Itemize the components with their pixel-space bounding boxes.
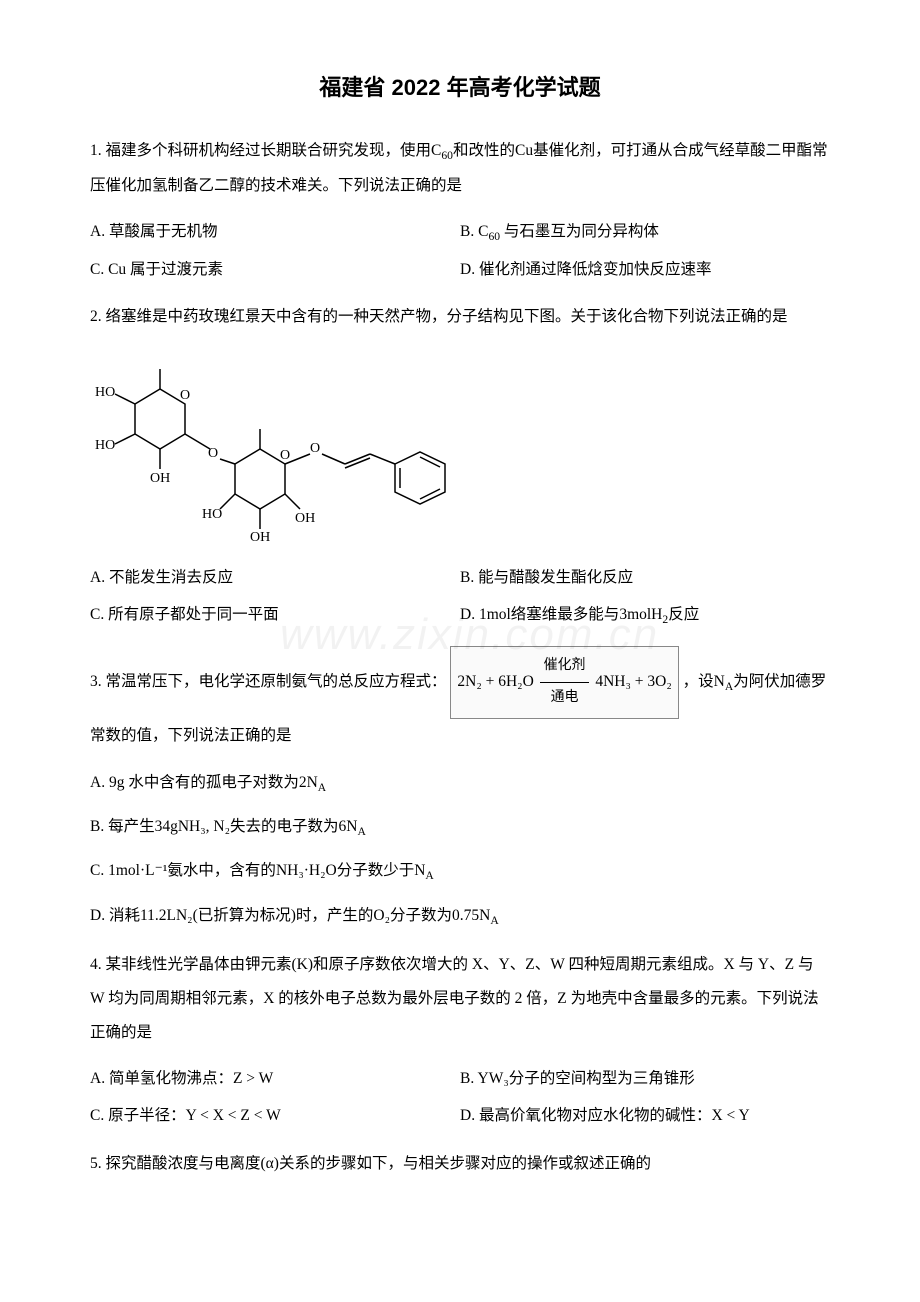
q2-opt-c: C. 所有原子都处于同一平面 xyxy=(90,596,460,634)
q2-options: A. 不能发生消去反应 B. 能与醋酸发生酯化反应 C. 所有原子都处于同一平面… xyxy=(90,559,830,634)
mol-ho3: HO xyxy=(202,507,222,522)
q5-stem-b: 关系的步骤如下，与相关步骤对应的操作或叙述正确的 xyxy=(279,1155,651,1172)
mol-oh3: OH xyxy=(295,511,315,526)
question-2: 2. 络塞维是中药玫瑰红景天中含有的一种天然产物，分子结构见下图。关于该化合物下… xyxy=(90,300,830,334)
mol-o-ring: O xyxy=(280,448,290,463)
question-4: 4. 某非线性光学晶体由钾元素(K)和原子序数依次增大的 X、Y、Z、W 四种短… xyxy=(90,948,830,1050)
q2-opt-d: D. 1mol络塞维最多能与3molH2反应 xyxy=(460,596,830,634)
q1-stem-a: 1. 福建多个科研机构经过长期联合研究发现，使用 xyxy=(90,142,431,159)
q1-options: A. 草酸属于无机物 B. C60 与石墨互为同分异构体 C. Cu 属于过渡元… xyxy=(90,213,830,288)
q1-opt-d: D. 催化剂通过降低焓变加快反应速率 xyxy=(460,251,830,288)
q1-opt-b: B. C60 与石墨互为同分异构体 xyxy=(460,213,830,251)
q1-c60: C60 xyxy=(431,142,453,159)
page-title: 福建省 2022 年高考化学试题 xyxy=(90,70,830,102)
question-3: 3. 常温常压下，电化学还原制氨气的总反应方程式： 2N₂ + 6H₂O 催化剂… xyxy=(90,646,830,752)
q3-stem-a: 3. 常温常压下，电化学还原制氨气的总反应方程式： xyxy=(90,673,447,690)
q1-cu: Cu xyxy=(515,142,533,159)
q2-opt-a: A. 不能发生消去反应 xyxy=(90,559,460,596)
q1-opt-a: A. 草酸属于无机物 xyxy=(90,213,460,251)
q1-stem-b: 和改性的 xyxy=(453,142,515,159)
mol-o1: O xyxy=(180,388,190,403)
mol-ho2: HO xyxy=(95,438,115,453)
q2-opt-b: B. 能与醋酸发生酯化反应 xyxy=(460,559,830,596)
mol-o2: O xyxy=(208,446,218,461)
mol-oh1: OH xyxy=(150,471,170,486)
mol-oh2: OH xyxy=(250,530,270,544)
q3-opt-b: B. 每产生34gNH₃, N₂失去的电子数为6NA xyxy=(90,807,830,847)
mol-o3: O xyxy=(310,441,320,456)
q1-opt-c: C. Cu 属于过渡元素 xyxy=(90,251,460,288)
q3-opt-a: A. 9g 水中含有的孤电子对数为2NA xyxy=(90,763,830,803)
q3-opt-d: D. 消耗11.2LN₂(已折算为标况)时，产生的O₂分子数为0.75NA xyxy=(90,896,830,936)
q4-options: A. 简单氢化物沸点：Z > W B. YW₃分子的空间构型为三角锥形 C. 原… xyxy=(90,1060,830,1134)
q5-stem-a: 5. 探究醋酸浓度与电离度 xyxy=(90,1155,261,1172)
q3-stem-b: ，设 xyxy=(679,673,714,690)
q5-alpha: (α) xyxy=(261,1155,279,1172)
q3-opt-c: C. 1mol·L⁻¹氨水中，含有的NH₃·H₂O分子数少于NA xyxy=(90,851,830,891)
q4-opt-b: B. YW₃分子的空间构型为三角锥形 xyxy=(460,1060,830,1097)
q4-opt-d: D. 最高价氧化物对应水化物的碱性：X < Y xyxy=(460,1097,830,1134)
mol-ho1: HO xyxy=(95,385,115,400)
question-5: 5. 探究醋酸浓度与电离度(α)关系的步骤如下，与相关步骤对应的操作或叙述正确的 xyxy=(90,1147,830,1181)
question-1: 1. 福建多个科研机构经过长期联合研究发现，使用C60和改性的Cu基催化剂，可打… xyxy=(90,134,830,203)
q3-equation: 2N₂ + 6H₂O 催化剂通电 4NH₃ + 3O₂ xyxy=(450,646,678,718)
q3-options: A. 9g 水中含有的孤电子对数为2NA B. 每产生34gNH₃, N₂失去的… xyxy=(90,763,830,936)
q4-opt-c: C. 原子半径：Y < X < Z < W xyxy=(90,1097,460,1134)
molecule-structure: HO HO OH O O HO OH OH O O xyxy=(90,344,830,549)
q4-opt-a: A. 简单氢化物沸点：Z > W xyxy=(90,1060,460,1097)
